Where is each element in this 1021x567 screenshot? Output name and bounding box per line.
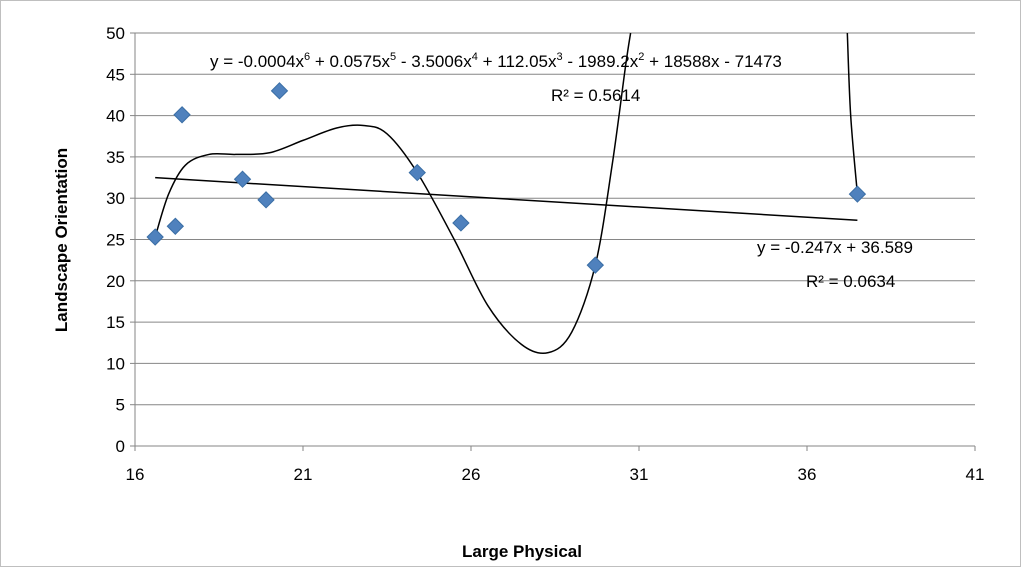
data-point	[452, 214, 470, 232]
x-tick-labels: 16 21 26 31 36 41	[126, 465, 985, 484]
data-point	[166, 217, 185, 235]
polynomial-trendline	[154, 32, 632, 355]
data-point	[257, 191, 275, 209]
y-tick-label: 20	[106, 272, 125, 291]
y-tick-label: 5	[116, 396, 125, 415]
y-tick-labels: 0 5 10 15 20 25 30 35 40 45 50	[106, 24, 125, 456]
poly-equation-label: y = -0.0004x6 + 0.0575x5 - 3.5006x4 + 11…	[210, 51, 782, 71]
y-tick-label: 40	[106, 107, 125, 126]
y-tick-label: 10	[106, 354, 125, 373]
x-tick-label: 41	[966, 465, 985, 484]
x-tick-label: 26	[462, 465, 481, 484]
y-tick-label: 0	[116, 437, 125, 456]
data-point	[233, 170, 252, 188]
data-point	[270, 82, 289, 100]
data-point	[146, 228, 164, 246]
linear-trendline	[155, 176, 858, 222]
x-tick-label: 36	[798, 465, 817, 484]
linear-r2-label: R² = 0.0634	[806, 272, 895, 291]
data-point	[586, 256, 605, 274]
data-point	[848, 185, 867, 203]
x-tick-label: 16	[126, 465, 145, 484]
y-tick-label: 45	[106, 65, 125, 84]
x-tick-label: 21	[294, 465, 313, 484]
y-tick-label: 50	[106, 24, 125, 43]
x-tick-label: 31	[630, 465, 649, 484]
y-tick-label: 30	[106, 189, 125, 208]
y-tick-label: 35	[106, 148, 125, 167]
poly-r2-label: R² = 0.5614	[551, 86, 640, 105]
data-points	[146, 82, 867, 274]
gridlines	[135, 32, 975, 406]
axes	[130, 32, 976, 451]
y-axis-title: Landscape Orientation	[52, 148, 71, 332]
linear-equation-label: y = -0.247x + 36.589	[757, 238, 913, 257]
polynomial-trendline-right	[846, 32, 859, 195]
trendlines	[154, 32, 859, 355]
data-point	[173, 106, 191, 124]
y-tick-label: 15	[106, 313, 125, 332]
x-axis-title: Large Physical	[462, 542, 582, 561]
data-point	[408, 163, 426, 182]
y-tick-label: 25	[106, 231, 125, 250]
